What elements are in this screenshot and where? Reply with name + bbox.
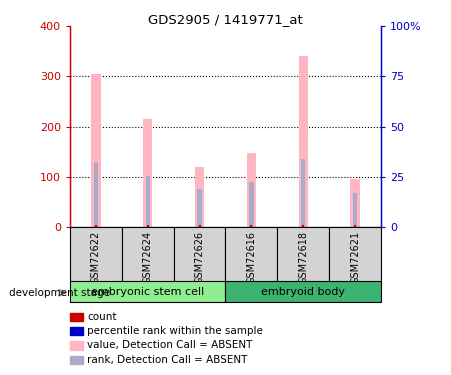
Bar — [122, 227, 174, 283]
Bar — [353, 193, 357, 227]
Bar — [299, 56, 308, 227]
Bar — [195, 166, 204, 227]
Bar — [226, 227, 277, 283]
Text: GSM72626: GSM72626 — [194, 231, 205, 284]
Bar — [354, 225, 356, 227]
Text: GSM72624: GSM72624 — [143, 231, 153, 284]
Text: percentile rank within the sample: percentile rank within the sample — [87, 326, 263, 336]
Bar — [198, 225, 201, 227]
Text: development stage: development stage — [9, 288, 110, 298]
Bar — [94, 163, 98, 227]
Text: embryonic stem cell: embryonic stem cell — [91, 286, 204, 297]
Bar — [70, 227, 122, 283]
Bar — [247, 153, 256, 227]
Bar — [277, 227, 329, 283]
Bar — [250, 225, 253, 227]
Text: rank, Detection Call = ABSENT: rank, Detection Call = ABSENT — [87, 355, 248, 364]
Bar — [350, 179, 360, 227]
Text: GSM72616: GSM72616 — [246, 231, 257, 284]
Text: GDS2905 / 1419771_at: GDS2905 / 1419771_at — [148, 13, 303, 26]
Bar — [302, 225, 304, 227]
Text: embryoid body: embryoid body — [261, 286, 345, 297]
Text: GSM72622: GSM72622 — [91, 231, 101, 284]
Bar — [174, 227, 226, 283]
Text: GSM72621: GSM72621 — [350, 231, 360, 284]
Text: GSM72618: GSM72618 — [298, 231, 308, 284]
Bar — [70, 281, 226, 302]
Bar — [95, 225, 97, 227]
Bar — [143, 119, 152, 227]
Bar — [226, 281, 381, 302]
Bar — [146, 176, 150, 227]
Bar — [249, 182, 253, 227]
Bar — [329, 227, 381, 283]
Bar — [301, 159, 305, 227]
Bar — [91, 74, 101, 227]
Text: count: count — [87, 312, 116, 322]
Text: value, Detection Call = ABSENT: value, Detection Call = ABSENT — [87, 340, 253, 350]
Bar — [198, 189, 202, 227]
Bar — [147, 225, 149, 227]
